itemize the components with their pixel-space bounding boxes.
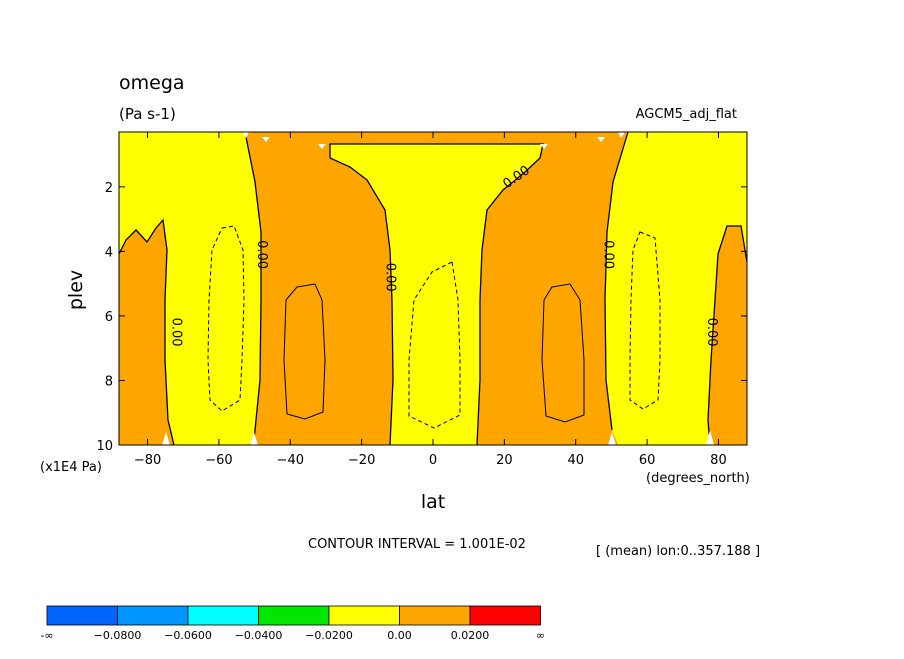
y-axis: 2 4 6 8 10 [96, 181, 747, 454]
zero-contour-nh-mid [604, 131, 629, 431]
missing-cell [262, 137, 270, 142]
contour-interval-text: CONTOUR INTERVAL = 1.001E-02 [308, 537, 526, 552]
colorbar-swatch [46, 605, 118, 626]
missing-cell [318, 144, 326, 149]
colorbar-swatch [187, 605, 259, 626]
colorbar-label: 0.0200 [451, 629, 490, 642]
colorbar-swatch [117, 605, 189, 626]
zero-contour-equatorial [329, 143, 544, 446]
colorbar-label: 0.00 [387, 629, 412, 642]
colorbar-label: −0.0800 [94, 629, 142, 642]
colorbar-label: −0.0600 [164, 629, 212, 642]
colorbar: -∞ −0.0800 −0.0600 −0.0400 −0.0200 0.00 0.0200… [40, 605, 545, 642]
y-axis-units: (x1E4 Pa) [40, 460, 102, 475]
y-tick-label: 6 [105, 310, 113, 325]
negative-contour-eq [408, 261, 461, 429]
colorbar-swatch [258, 605, 330, 626]
negative-region-nh-polar [605, 132, 747, 445]
missing-cell [162, 432, 170, 445]
positive-contours [283, 283, 585, 423]
colorbar-swatch [469, 605, 541, 626]
missing-cell [243, 132, 249, 138]
contour-label: 0.00 [600, 240, 615, 269]
x-axis-label: lat [421, 491, 445, 513]
x-tick-label: −60 [205, 453, 232, 468]
missing-cell [706, 430, 714, 445]
missing-cell [618, 132, 625, 138]
zero-contours [118, 131, 748, 446]
contour-label: 0.00 [169, 318, 184, 347]
missing-cell [597, 137, 605, 142]
contour-label: 0.00 [254, 240, 269, 269]
negative-contours [207, 225, 661, 429]
x-axis-units: (degrees_north) [646, 471, 750, 486]
plot-area: 0.000.000.000.000.000.00 [118, 131, 748, 446]
x-tick-label: 80 [710, 453, 727, 468]
y-tick-label: 4 [105, 245, 113, 260]
negative-region-equatorial [330, 144, 543, 445]
colorbar-label: -∞ [40, 629, 53, 642]
missing-cell [540, 144, 548, 149]
missing-cell [250, 432, 258, 445]
zero-contour-sh-polar [118, 218, 175, 446]
colorbar-swatch [399, 605, 471, 626]
y-tick-label: 10 [96, 439, 113, 454]
experiment-label: AGCM5_adj_flat [636, 107, 737, 122]
mean-range-text: [ (mean) lon:0..357.188 ] [596, 544, 760, 559]
chart-units: (Pa s-1) [119, 105, 176, 123]
x-tick-label: 60 [639, 453, 656, 468]
x-tick-label: −40 [277, 453, 304, 468]
x-tick-label: −80 [134, 453, 161, 468]
x-tick-label: −20 [348, 453, 375, 468]
x-tick-label: 20 [496, 453, 513, 468]
x-axis: −80 −60 −40 −20 0 20 40 60 80 [134, 132, 727, 468]
missing-cells [162, 132, 714, 445]
colorbar-label: −0.0200 [305, 629, 353, 642]
x-tick-label: 0 [429, 453, 437, 468]
x-tick-label: 40 [567, 453, 584, 468]
positive-contour-nh [541, 283, 585, 423]
negative-contour-sh [207, 225, 245, 412]
negative-contour-nh [629, 231, 661, 410]
colorbar-swatch [328, 605, 400, 626]
zero-contour-nh-polar [707, 225, 748, 446]
y-tick-label: 8 [105, 374, 113, 389]
chart-title: omega [119, 72, 185, 94]
contour-label: 0.00 [704, 318, 719, 347]
negative-region-sh-polar [119, 132, 261, 445]
positive-contour-sh [283, 283, 326, 420]
zero-contour-sh-mid [244, 131, 262, 441]
y-axis-label: plev [65, 270, 87, 310]
colorbar-label: ∞ [536, 629, 545, 642]
contour-label: 0.00 [383, 263, 398, 292]
colorbar-label: −0.0400 [235, 629, 283, 642]
y-tick-label: 2 [105, 181, 113, 196]
missing-cell [608, 432, 616, 445]
